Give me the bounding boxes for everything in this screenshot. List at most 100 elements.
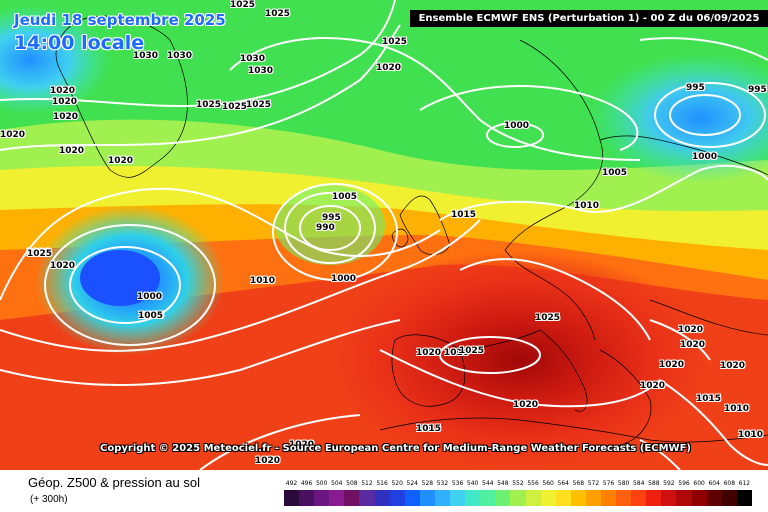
scale-swatch (359, 490, 375, 506)
scale-label: 612 (738, 480, 751, 487)
scale-label: 564 (557, 480, 569, 487)
scale-swatch (314, 490, 330, 506)
scale-label: 520 (391, 480, 403, 487)
scale-label: 532 (436, 480, 449, 487)
pressure-label: 1005 (332, 192, 358, 202)
forecast-date: Jeudi 18 septembre 2025 (14, 11, 226, 29)
pressure-label: 1020 (513, 400, 539, 410)
scale-swatch (600, 490, 617, 506)
copyright-notice: Copyright © 2025 Meteociel.fr - Source E… (100, 443, 691, 454)
pressure-label: 1025 (27, 249, 53, 259)
pressure-label: 1005 (602, 168, 628, 178)
pressure-label: 1010 (250, 276, 276, 286)
pressure-label: 1010 (738, 430, 764, 440)
scale-label: 540 (466, 480, 479, 487)
scale-swatch (344, 490, 360, 506)
scale-label: 608 (723, 480, 736, 487)
scale-label: 592 (663, 480, 675, 487)
scale-label: 556 (527, 480, 539, 487)
scale-label: 600 (693, 480, 705, 487)
pressure-label: 1020 (640, 381, 666, 391)
pressure-label: 1020 (678, 325, 704, 335)
pressure-label: 1020 (289, 440, 315, 450)
scale-label: 552 (512, 480, 524, 487)
scale-swatch (419, 490, 435, 506)
forecast-local-time: 14:00 locale (14, 32, 145, 54)
pressure-label: 1020 (720, 361, 746, 371)
scale-swatch (736, 490, 752, 506)
scale-swatch (404, 490, 420, 506)
scale-label: 504 (331, 480, 343, 487)
scale-swatch (570, 490, 586, 506)
scale-label: 584 (632, 480, 645, 487)
scale-swatch (525, 490, 541, 506)
pressure-label: 1020 (376, 63, 402, 73)
scale-swatch (510, 490, 526, 506)
pressure-label: 1030 (167, 51, 193, 61)
pressure-label: 1020 (0, 130, 26, 140)
scale-label: 548 (497, 480, 509, 487)
lead-time: (+ 300h) (30, 494, 68, 505)
scale-label: 528 (421, 480, 434, 487)
scale-label: 512 (361, 480, 373, 487)
pressure-label: 995 (322, 213, 341, 223)
pressure-label: 990 (316, 223, 335, 233)
model-run-banner: Ensemble ECMWF ENS (Perturbation 1) - 00… (410, 10, 768, 27)
scale-swatch (480, 490, 496, 506)
pressure-label: 1020 (52, 97, 78, 107)
scale-label: 544 (482, 480, 494, 487)
scale-swatch (646, 490, 662, 506)
color-scale-bar (284, 490, 752, 506)
scale-label: 536 (451, 480, 464, 487)
scale-label: 576 (602, 480, 615, 487)
pressure-label: 1000 (331, 274, 357, 284)
scale-label: 580 (617, 480, 630, 487)
scale-swatch (495, 490, 511, 506)
color-scale-labels: 492 496 500 504 508 512 516 520 524 528 532 536 540 5… (284, 480, 750, 490)
scale-swatch (374, 490, 390, 506)
scale-swatch (585, 490, 601, 506)
pressure-label: 995 (686, 83, 705, 93)
pressure-label: 1030 (248, 66, 274, 76)
field-title: Géop. Z500 & pression au sol (28, 475, 200, 490)
pressure-label: 995 (748, 85, 767, 95)
pressure-label: 1025 (222, 102, 248, 112)
pressure-label: 1000 (137, 292, 163, 302)
scale-label: 524 (406, 480, 418, 487)
pressure-label: 1010 (724, 404, 750, 414)
pressure-label: 1025 (246, 100, 272, 110)
pressure-label: 1020 (50, 86, 76, 96)
pressure-label: 1020 (53, 112, 79, 122)
pressure-label: 1020 (680, 340, 706, 350)
pressure-label: 1010 (574, 201, 600, 211)
scale-swatch (389, 490, 405, 506)
pressure-label: 1010 (444, 348, 470, 358)
scale-label: 508 (346, 480, 358, 487)
scale-swatch (721, 490, 737, 506)
scale-label: 604 (708, 480, 720, 487)
pressure-label: 1020 (659, 360, 685, 370)
pressure-label: 1025 (196, 100, 222, 110)
pressure-label: 1020 (26, 248, 52, 258)
pressure-label: 1020 (416, 348, 442, 358)
scale-label: 572 (587, 480, 600, 487)
pressure-label: 1000 (504, 121, 530, 131)
scale-label: 588 (648, 480, 660, 487)
pressure-label: 1005 (138, 311, 164, 321)
pressure-label: 1015 (696, 394, 722, 404)
pressure-label: 1025 (459, 346, 485, 356)
scale-swatch (299, 490, 315, 506)
scale-label: 496 (300, 480, 313, 487)
scale-swatch (284, 490, 300, 506)
forecast-map (0, 0, 768, 470)
pressure-label: 1015 (416, 424, 442, 434)
scale-swatch (706, 490, 722, 506)
pressure-label: 1020 (50, 261, 76, 271)
scale-label: 492 (285, 480, 298, 487)
pressure-label: 1030 (133, 51, 159, 61)
scale-swatch (329, 490, 345, 506)
pressure-label: 1025 (230, 0, 256, 10)
scale-label: 560 (542, 480, 554, 487)
scale-label: 596 (678, 480, 690, 487)
scale-swatch (555, 490, 571, 506)
